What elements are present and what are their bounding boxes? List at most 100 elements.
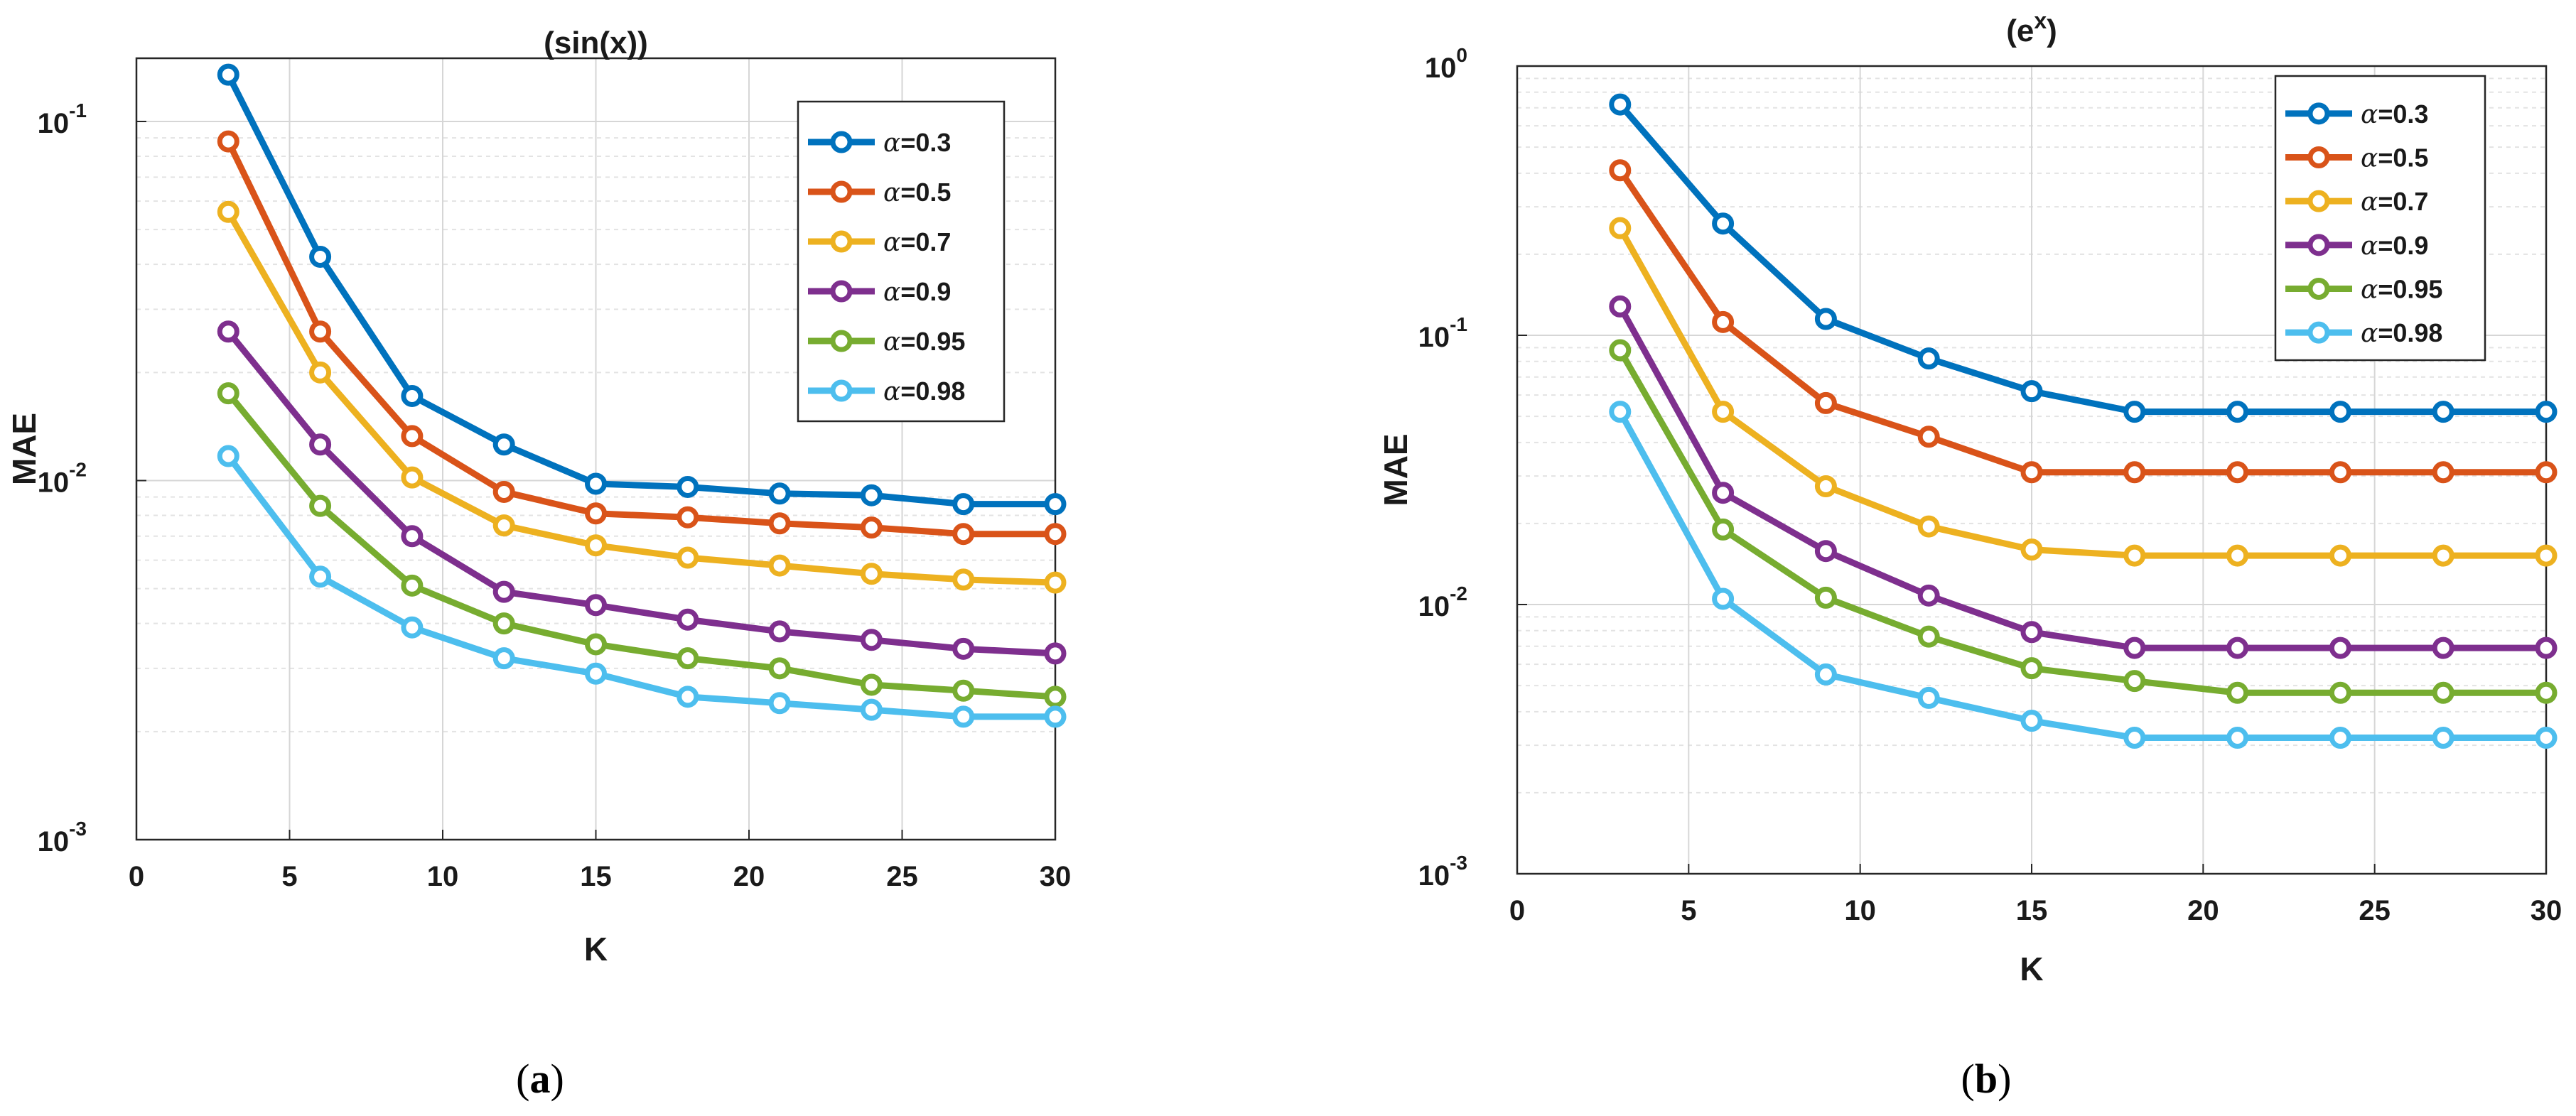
- chart-panel-a: 0 5 10 15 20 25 3010-110-210-3(sin(x))KMAEα=0.…: [6, 26, 1071, 1102]
- data-point: [2020, 538, 2043, 561]
- data-point: [1814, 308, 1837, 330]
- data-point: [1917, 515, 1940, 538]
- data-point: [2329, 681, 2351, 704]
- data-point: [2020, 621, 2043, 644]
- series-α=0.7: [1609, 217, 2558, 567]
- series-α=0.95: [1609, 339, 2558, 704]
- legend-label: α=0.95: [883, 327, 965, 357]
- data-point: [677, 608, 699, 631]
- legend-value: =0.95: [900, 327, 965, 356]
- series-line: [225, 328, 1059, 657]
- data-point: [677, 686, 699, 708]
- y-tick-base: 10: [38, 108, 70, 139]
- data-point: [2432, 681, 2454, 704]
- data-point: [1609, 295, 1632, 318]
- y-tick-label: 10-1: [1418, 313, 1467, 353]
- legend-value: =0.98: [900, 376, 965, 406]
- legend-label: α=0.9: [883, 277, 951, 307]
- data-point: [2329, 636, 2351, 659]
- data-point: [677, 546, 699, 569]
- caption-open-paren: (: [1961, 1056, 1975, 1102]
- data-point: [2020, 710, 2043, 732]
- data-point: [2432, 636, 2454, 659]
- data-point: [2535, 544, 2558, 567]
- legend-value: =0.98: [2378, 318, 2442, 347]
- data-point: [585, 594, 607, 617]
- legend-swatch-marker: [2307, 190, 2330, 212]
- legend-value: =0.95: [2378, 275, 2442, 304]
- data-point: [952, 568, 975, 591]
- chart-title-superscript: x: [2034, 8, 2047, 33]
- data-point: [217, 320, 239, 343]
- y-tick-exponent: -1: [69, 99, 87, 121]
- data-point: [2020, 380, 2043, 403]
- legend-swatch-marker: [2307, 278, 2330, 300]
- data-point: [401, 466, 424, 489]
- series-α=0.98: [217, 445, 1067, 728]
- data-point: [1609, 217, 1632, 239]
- y-tick-exponent: -2: [69, 459, 87, 481]
- data-point: [677, 647, 699, 670]
- legend-alpha-symbol: α: [2361, 100, 2378, 129]
- series-α=0.5: [217, 130, 1067, 546]
- data-point: [2123, 461, 2146, 484]
- series-line: [225, 453, 1059, 720]
- caption-letter: b: [1975, 1056, 1998, 1102]
- data-point: [952, 637, 975, 660]
- data-point: [1609, 339, 1632, 362]
- data-point: [2123, 636, 2146, 659]
- y-tick-exponent: -1: [1450, 313, 1467, 335]
- data-point: [1044, 642, 1067, 665]
- legend-box: [797, 100, 1006, 423]
- legend-alpha-symbol: α: [883, 129, 900, 158]
- x-tick-label: 30: [1040, 861, 1072, 892]
- x-tick-label: 5: [281, 861, 297, 892]
- data-point: [217, 130, 239, 153]
- legend-label: α=0.98: [2361, 318, 2442, 348]
- legend-alpha-symbol: α: [2361, 144, 2378, 173]
- data-point: [1814, 540, 1837, 563]
- series-line: [1617, 347, 2550, 696]
- data-point: [2432, 727, 2454, 749]
- data-point: [2535, 727, 2558, 749]
- x-tick-label: 25: [2359, 895, 2391, 926]
- legend: α=0.3α=0.5α=0.7α=0.9α=0.95α=0.98: [2274, 75, 2486, 362]
- legend-alpha-symbol: α: [2361, 188, 2378, 217]
- data-point: [2226, 461, 2249, 484]
- caption-close-paren: ): [1998, 1056, 2011, 1102]
- legend-swatch-marker: [2307, 146, 2330, 168]
- data-point: [1609, 159, 1632, 182]
- data-point: [2535, 461, 2558, 484]
- data-point: [1609, 401, 1632, 423]
- legend-label: α=0.7: [883, 227, 951, 257]
- caption-letter: a: [530, 1056, 551, 1102]
- data-point: [768, 620, 791, 643]
- data-point: [2020, 461, 2043, 484]
- data-point: [309, 361, 332, 384]
- data-point: [1712, 482, 1735, 504]
- series-α=0.9: [1609, 295, 2558, 659]
- y-tick-base: 10: [1425, 53, 1457, 84]
- data-point: [860, 563, 883, 585]
- data-point: [217, 63, 239, 86]
- legend-value: =0.5: [2378, 143, 2428, 173]
- panel-caption: (b): [1961, 1056, 2012, 1102]
- data-point: [2329, 544, 2351, 567]
- legend-box: [2274, 75, 2486, 362]
- data-point: [1044, 686, 1067, 708]
- legend-alpha-symbol: α: [883, 228, 900, 257]
- data-point: [217, 382, 239, 405]
- y-tick-label: 10-3: [1418, 852, 1467, 892]
- data-point: [1917, 347, 1940, 370]
- data-point: [585, 502, 607, 525]
- data-point: [1712, 518, 1735, 541]
- x-tick-label: 0: [129, 861, 144, 892]
- x-tick-label: 15: [2016, 895, 2048, 926]
- data-point: [492, 580, 515, 603]
- data-point: [677, 506, 699, 529]
- data-point: [2226, 544, 2249, 567]
- data-point: [309, 494, 332, 517]
- series-α=0.3: [217, 63, 1067, 516]
- data-point: [677, 475, 699, 498]
